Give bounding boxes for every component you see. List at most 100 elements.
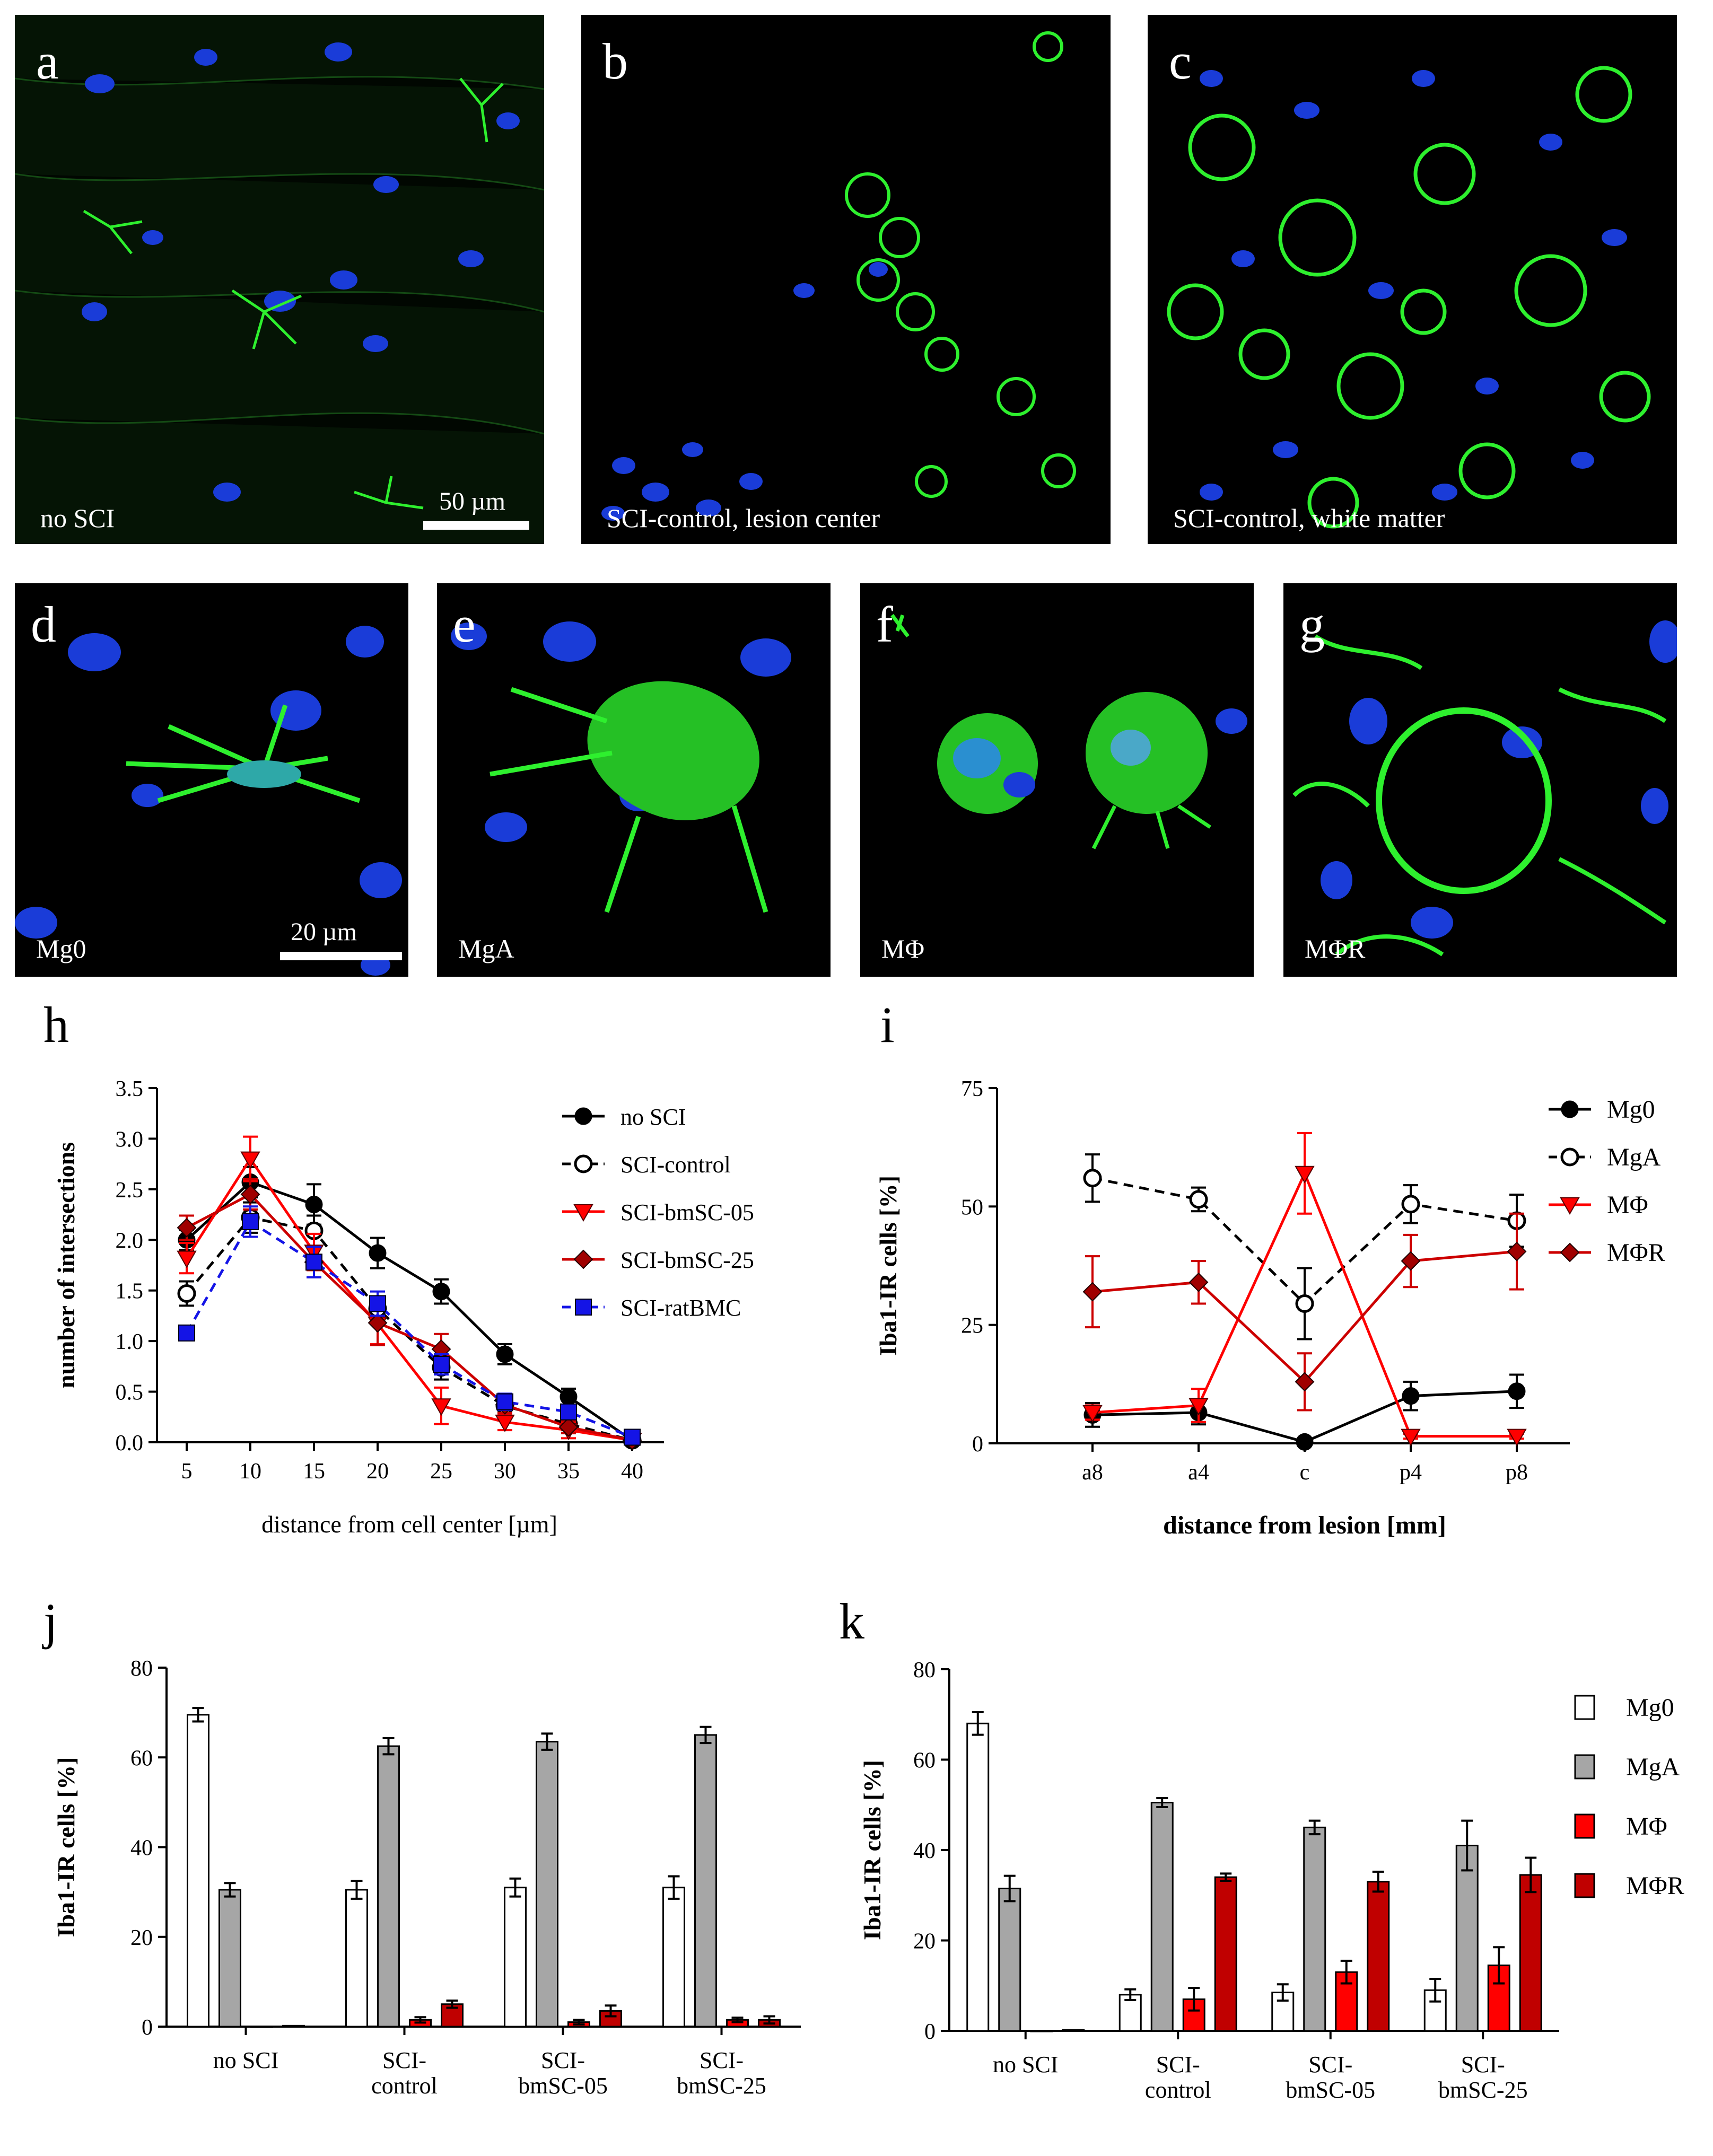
data-point [1296, 1433, 1314, 1451]
y-tick-label: 3.0 [116, 1127, 144, 1152]
scale-bar-label-d: 20 µm [291, 918, 357, 946]
data-point [177, 1284, 196, 1303]
data-point [1188, 1398, 1209, 1416]
legend-item: SCI-bmSC-05 [562, 1199, 754, 1225]
x-tick-label: SCI- [700, 2047, 744, 2073]
data-point [1295, 1372, 1315, 1392]
micrograph-b-art [601, 31, 1076, 521]
x-tick-label: control [1145, 2077, 1211, 2103]
micrograph-e: e MgA [437, 583, 831, 977]
y-tick-label: 1.5 [116, 1279, 144, 1304]
chart-j: 0 20 40 60 80 Iba1-IR cells [%] no SCI SCI-cont… [53, 1657, 801, 2099]
data-point [495, 1414, 515, 1432]
legend-marker [573, 1249, 593, 1269]
legend-marker [1560, 1197, 1580, 1215]
data-point [1188, 1272, 1209, 1292]
y-tick-label: 3.5 [116, 1077, 144, 1101]
x-tick-label: 20 [366, 1459, 389, 1484]
series-line [185, 1220, 633, 1439]
micrograph-f-art [890, 614, 1247, 849]
data-point [305, 1195, 323, 1213]
bar [694, 1734, 717, 2028]
y-tick-label: 40 [913, 1839, 936, 1863]
x-tick-label: SCI- [1156, 2052, 1200, 2078]
scale-bar-label-a: 50 µm [439, 487, 505, 515]
data-point [1082, 1282, 1103, 1302]
data-point [305, 1254, 322, 1271]
panel-letter-d: d [31, 596, 56, 653]
y-tick-label: 0 [972, 1432, 983, 1457]
x-tick-label: 5 [181, 1459, 193, 1484]
data-point [1295, 1165, 1315, 1184]
bar [1303, 1826, 1326, 2032]
series-line [186, 1180, 633, 1442]
micrograph-g-art [1292, 620, 1677, 957]
x-tick-label: 35 [557, 1459, 580, 1484]
panel-letter-f: f [876, 596, 893, 653]
panel-letter-i: i [880, 996, 895, 1053]
legend-label: SCI-bmSC-25 [620, 1247, 754, 1273]
y-tick-label: 25 [961, 1314, 983, 1338]
data-point [431, 1398, 451, 1416]
panel-letter-g: g [1299, 596, 1325, 653]
x-tick-label: no SCI [993, 2052, 1058, 2078]
panel-caption-g: MΦR [1305, 934, 1366, 963]
micrograph-d: d Mg0 20 µm [15, 583, 408, 977]
legend-marker [1561, 1100, 1579, 1118]
micrograph-g: g MΦR [1283, 583, 1677, 977]
data-point [1401, 1428, 1421, 1447]
y-tick-label: 2.5 [116, 1178, 144, 1203]
legend-item: MgA [1549, 1143, 1661, 1171]
series-1 [1083, 1153, 1526, 1340]
legend-item: SCI-bmSC-25 [562, 1247, 754, 1273]
y-tick-label: 80 [913, 1658, 936, 1682]
data-point [558, 1417, 579, 1437]
legend-marker [575, 1299, 592, 1316]
bar [1062, 2029, 1085, 2032]
x-tick-label: bmSC-05 [1286, 2077, 1375, 2103]
micrograph-c: c SCI-control, white matter [1148, 15, 1677, 544]
panel-caption-c: SCI-control, white matter [1173, 503, 1445, 533]
bar [504, 1887, 527, 2028]
bar [219, 1889, 241, 2028]
panel-letter-k: k [839, 1593, 864, 1650]
x-tick-label: SCI- [541, 2047, 585, 2073]
bar [1150, 1801, 1174, 2032]
series-4 [178, 1205, 641, 1446]
y-axis-label: Iba1-IR cells [%] [875, 1176, 902, 1356]
data-point [432, 1283, 450, 1301]
data-point [496, 1393, 513, 1410]
series-line [186, 1193, 633, 1442]
y-tick-label: 80 [130, 1657, 153, 1681]
data-point [560, 1388, 578, 1406]
bar [1455, 1844, 1479, 2032]
bar [1367, 1881, 1390, 2032]
data-point [1508, 1382, 1526, 1400]
scale-bar-d [280, 952, 402, 960]
panel-letter-b: b [602, 33, 628, 90]
bar [345, 1889, 368, 2028]
data-point [1401, 1251, 1421, 1271]
x-tick-label: a8 [1082, 1460, 1103, 1485]
y-tick-label: 20 [913, 1930, 936, 1954]
legend-item: no SCI [562, 1104, 686, 1130]
legend-label: MΦR [1626, 1872, 1684, 1900]
x-tick-label: c [1300, 1460, 1310, 1485]
y-tick-label: 75 [961, 1077, 983, 1101]
legend-item: SCI-control [562, 1152, 731, 1178]
legend-item: Mg0 [1574, 1694, 1674, 1722]
data-point [240, 1151, 260, 1169]
micrograph-e-art [451, 621, 791, 913]
data-point [177, 1250, 197, 1268]
panel-caption-a: no SCI [40, 503, 115, 533]
data-point [1295, 1294, 1314, 1313]
data-point [1401, 1195, 1420, 1214]
chart-k: 0 20 40 60 80 Iba1-IR cells [%] no SCI SCI-cont… [859, 1658, 1684, 2103]
legend-marker [1560, 1242, 1580, 1263]
bar [998, 1887, 1021, 2032]
data-point [369, 1244, 387, 1262]
x-axis-label: distance from lesion [mm] [1163, 1511, 1446, 1539]
y-tick-label: 0 [142, 2015, 153, 2040]
legend-label: SCI-control [620, 1152, 731, 1178]
panel-letter-e: e [453, 596, 476, 653]
